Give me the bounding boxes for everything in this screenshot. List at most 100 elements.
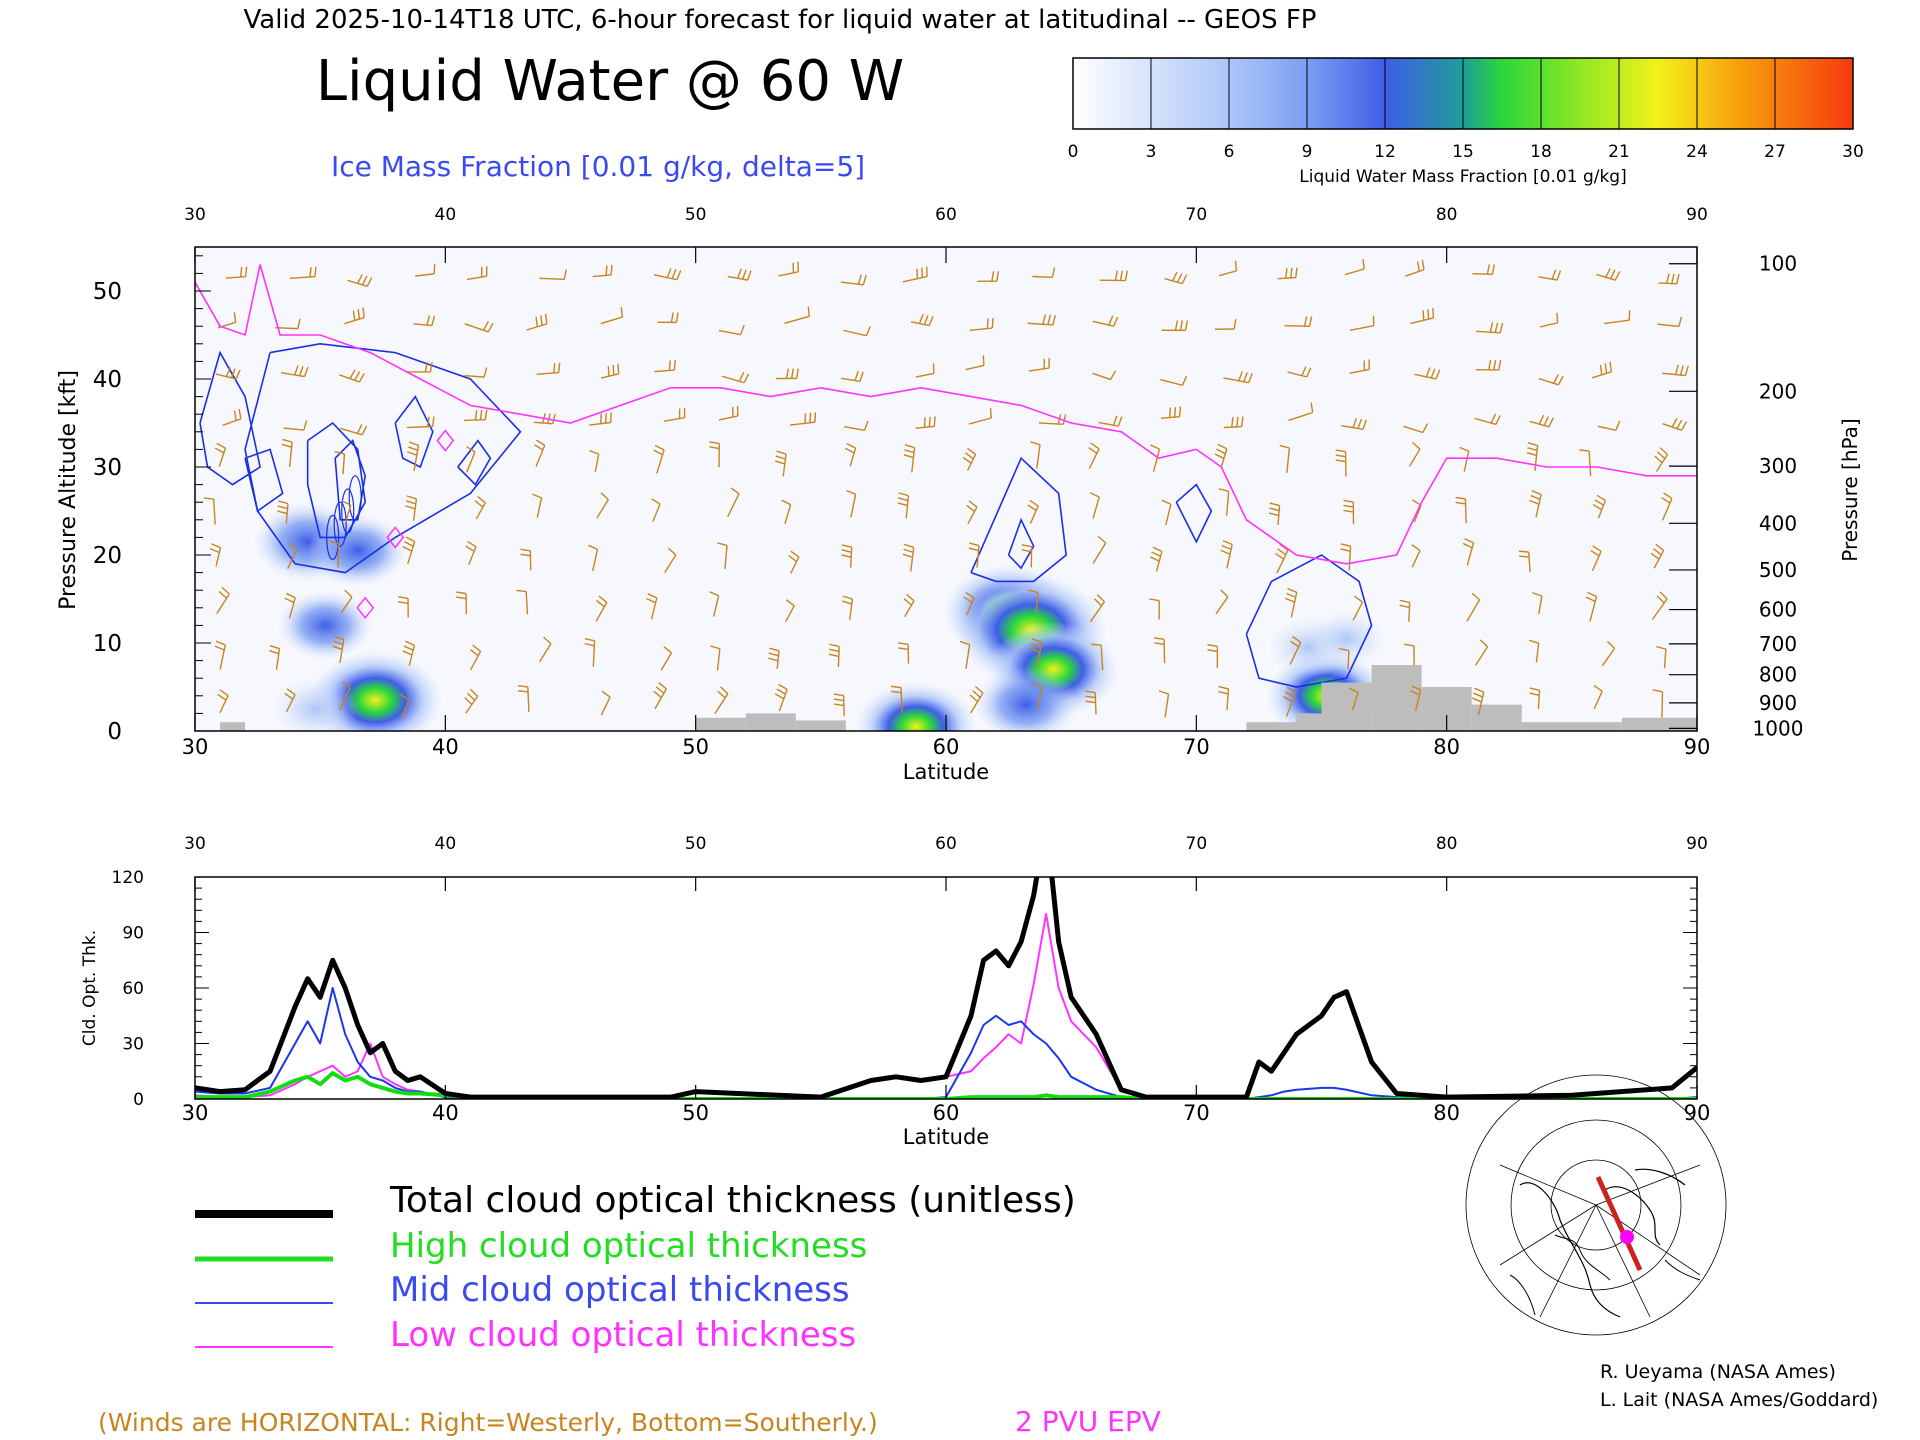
wind-barb-feather <box>673 359 676 371</box>
wind-barb <box>1092 315 1119 327</box>
wind-barb-shaft <box>1463 451 1470 472</box>
wind-barb-feather <box>902 553 913 558</box>
upper-x-tick-label: 30 <box>182 735 209 759</box>
wind-barb <box>1585 591 1598 622</box>
wind-barb-feather <box>842 600 852 605</box>
wind-barb <box>1539 312 1559 328</box>
wind-barb-feather <box>1090 442 1100 450</box>
wind-barb <box>1476 322 1504 334</box>
lower-top-tick-label: 70 <box>1186 834 1208 854</box>
upper-y-tick-label: 20 <box>93 543 122 569</box>
wind-barb-feather <box>1335 449 1346 453</box>
wind-barb <box>1344 258 1365 276</box>
wind-barb-shaft <box>526 323 548 331</box>
epv-closed-contour <box>436 429 455 452</box>
wind-barb-shaft <box>1277 276 1296 280</box>
wind-barb-feather <box>969 542 980 547</box>
wind-barb-feather <box>1435 369 1441 380</box>
wind-barb-feather <box>898 497 909 502</box>
wind-barb-feather <box>790 368 794 379</box>
wind-barb-feather <box>928 315 934 326</box>
wind-barb-feather <box>795 368 799 379</box>
wind-barb-shaft <box>1411 550 1421 568</box>
wind-barb-feather <box>230 368 236 379</box>
upper-x-tick-label: 40 <box>432 735 459 759</box>
wind-barb <box>784 306 810 325</box>
wind-barb-shaft <box>463 418 486 422</box>
wind-barb-shaft <box>1593 690 1603 710</box>
wind-barb-shaft <box>342 453 346 475</box>
wind-barb-feather <box>968 500 978 508</box>
wind-barb-shaft <box>591 549 599 572</box>
wind-barb-shaft <box>1349 324 1374 332</box>
wind-barb-feather <box>1412 499 1422 506</box>
wind-barb-shaft <box>1029 505 1039 524</box>
wind-barb-feather <box>601 690 611 698</box>
wind-barb-feather <box>1287 587 1298 593</box>
wind-barb <box>284 688 296 713</box>
wind-barb-feather <box>1269 502 1280 507</box>
wind-barb-feather <box>964 452 974 460</box>
wind-barb-feather <box>1218 488 1229 493</box>
wind-barb-feather <box>790 550 800 558</box>
wind-barb-feather <box>1236 416 1239 427</box>
wind-barb-feather <box>403 541 414 547</box>
wind-barb <box>1279 444 1291 474</box>
wind-barb-feather <box>1495 415 1501 425</box>
wind-barb <box>1031 682 1043 711</box>
legend-label-high: High cloud optical thickness <box>390 1226 867 1266</box>
wind-barb-shaft <box>1035 592 1039 613</box>
wind-barb-feather <box>484 409 488 420</box>
wind-barb <box>910 313 934 327</box>
wind-barb-shaft <box>344 316 365 325</box>
wind-barb-shaft <box>727 493 740 517</box>
wind-barb-shaft <box>1225 491 1230 516</box>
wind-barb-feather <box>1238 371 1243 382</box>
wind-barb-feather <box>1233 319 1237 330</box>
wind-barbs <box>203 258 1689 719</box>
wind-barb <box>463 409 488 422</box>
credit-2: L. Lait (NASA Ames/Goddard) <box>1600 1389 1878 1411</box>
liquid-water-blob <box>307 514 408 587</box>
wind-barb <box>532 493 543 518</box>
wind-barb-shaft <box>285 694 296 713</box>
wind-barb <box>1161 320 1188 332</box>
wind-barb-feather <box>1399 604 1410 609</box>
wind-barb-shaft <box>338 687 351 711</box>
wind-barb <box>214 640 226 670</box>
wind-barb-feather <box>610 264 613 275</box>
wind-barb-feather <box>1592 504 1603 511</box>
lower-x-tick-label: 30 <box>182 1101 209 1125</box>
wind-barb-feather <box>278 500 289 505</box>
wind-barb-feather <box>1335 454 1346 458</box>
polar-stereographic-map-icon <box>1465 1074 1727 1336</box>
wind-barb <box>1088 442 1100 469</box>
wind-barb-feather <box>1114 270 1119 281</box>
wind-barb-shaft <box>215 547 222 567</box>
wind-barb-feather <box>288 542 298 550</box>
wind-barb-shaft <box>716 648 721 671</box>
wind-barb-feather <box>1543 416 1550 426</box>
wind-barb-shaft <box>840 377 861 383</box>
wind-barb-feather <box>710 645 721 650</box>
wind-barb <box>1164 271 1188 285</box>
cot-series-line <box>195 1071 1697 1099</box>
wind-barb-feather <box>518 690 529 693</box>
wind-barb <box>774 683 788 712</box>
wind-barb <box>654 359 676 373</box>
wind-barb-feather <box>1354 595 1363 603</box>
wind-barb-feather <box>1551 269 1557 280</box>
wind-barb-shaft <box>1538 595 1543 615</box>
wind-barb <box>897 492 910 519</box>
wind-barb-shaft <box>1289 641 1302 665</box>
lower-x-tick-label: 40 <box>432 1101 459 1125</box>
wind-barb-shaft <box>1155 551 1163 572</box>
wind-barb-shaft <box>280 371 305 378</box>
wind-barb-feather <box>333 640 344 646</box>
wind-barb <box>469 644 482 671</box>
wind-barb-shaft <box>219 695 229 714</box>
wind-barb <box>710 645 721 671</box>
wind-barb <box>1474 413 1501 426</box>
wind-barb-feather <box>969 694 979 703</box>
wind-barb-feather <box>1491 264 1496 275</box>
